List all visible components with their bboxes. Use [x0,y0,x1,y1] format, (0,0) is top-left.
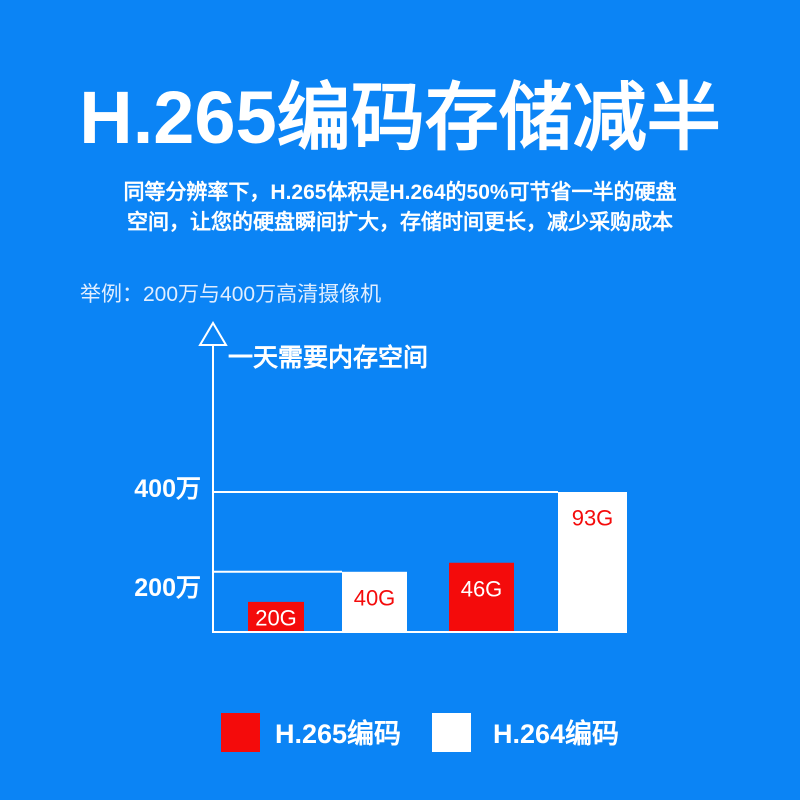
bar-label-h264-200: 40G [354,585,396,610]
page-title: H.265编码存储减半 [79,76,721,159]
bar-h265-400 [449,562,514,632]
bar-h264-400 [558,492,627,632]
legend-label-h265: H.265编码 [275,719,402,749]
subtitle: 同等分辨率下，H.265体积是H.264的50%可节省一半的硬盘 空间，让您的硬… [0,178,800,238]
bar-h265-200 [248,601,304,632]
bar-h264-200 [342,571,407,632]
level-guide-lines [213,491,558,573]
bar-label-h264-400: 93G [572,506,614,531]
bars [248,492,627,632]
legend-swatch-h265 [221,713,260,752]
y-axis-label: 一天需要内存空间 [228,343,428,372]
legend-swatch-h264 [432,713,471,752]
subtitle-line-2: 空间，让您的硬盘瞬间扩大，存储时间更长，减少采购成本 [127,211,673,234]
legend-label-h264: H.264编码 [493,719,620,749]
example-note: 举例：200万与400万高清摄像机 [80,283,382,306]
bar-label-h265-200: 20G [255,605,297,630]
bar-data-labels: 20G 46G 40G 93G [255,506,613,631]
category-label-400: 400万 [134,475,201,503]
y-axis-arrow-icon [198,321,228,346]
y-axis [198,321,228,633]
subtitle-line-1: 同等分辨率下，H.265体积是H.264的50%可节省一半的硬盘 [123,181,677,204]
category-label-200: 200万 [134,574,201,602]
bar-label-h265-400: 46G [461,576,503,601]
